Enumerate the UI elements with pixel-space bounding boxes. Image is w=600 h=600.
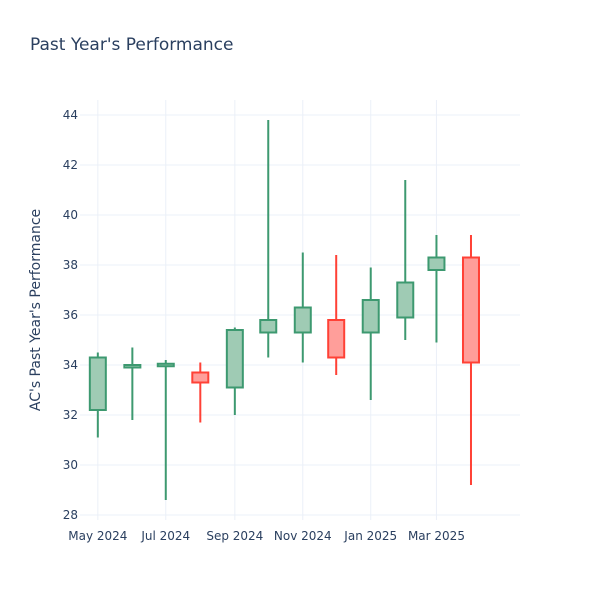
candle-decreasing (191, 362, 210, 423)
candle-body (259, 319, 278, 334)
candle-body (191, 371, 210, 384)
y-tick-label: 44 (63, 108, 78, 122)
y-tick-label: 36 (63, 308, 78, 322)
candle-decreasing (327, 255, 346, 375)
candle-body (123, 364, 142, 369)
candle-increasing (156, 360, 175, 500)
y-tick-label: 28 (63, 508, 78, 522)
x-tick-label: Nov 2024 (274, 529, 332, 543)
x-tick-label: May 2024 (68, 529, 127, 543)
y-tick-label: 42 (63, 158, 78, 172)
candle-increasing (123, 347, 142, 420)
candle-body (361, 299, 380, 334)
candle-body (156, 362, 175, 368)
y-tick-label: 34 (63, 358, 78, 372)
candle-increasing (361, 267, 380, 400)
candle-increasing (88, 352, 107, 438)
candle-increasing (427, 235, 446, 343)
x-tick-label: Jul 2024 (140, 529, 190, 543)
x-tick-labels: May 2024 Jul 2024 Sep 2024 Nov 2024 Jan 2025… (68, 529, 465, 543)
candle-body (225, 329, 244, 389)
candle-body (461, 256, 480, 364)
candle-body (293, 306, 312, 334)
candle-body (427, 256, 446, 271)
x-tick-label: Sep 2024 (206, 529, 263, 543)
x-tick-label: Mar 2025 (408, 529, 465, 543)
candle-increasing (225, 327, 244, 415)
candle-increasing (396, 180, 415, 340)
candle-body (396, 281, 415, 319)
candle-increasing (293, 252, 312, 363)
y-tick-label: 40 (63, 208, 78, 222)
candle-decreasing (461, 235, 480, 485)
candle-body (88, 356, 107, 411)
y-tick-labels: 28 30 32 34 36 38 40 42 44 (63, 108, 78, 522)
candle-layer (88, 120, 480, 500)
y-tick-label: 32 (63, 408, 78, 422)
chart-title: Past Year's Performance (30, 35, 234, 55)
x-tick-label: Jan 2025 (343, 529, 397, 543)
y-tick-label: 38 (63, 258, 78, 272)
candle-increasing (259, 120, 278, 358)
y-axis-title: AC's Past Year's Performance (28, 209, 44, 411)
candle-body (327, 319, 346, 359)
y-tick-label: 30 (63, 458, 78, 472)
